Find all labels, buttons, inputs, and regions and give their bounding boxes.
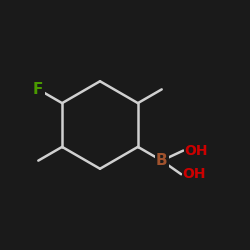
Text: OH: OH xyxy=(184,144,208,158)
Text: OH: OH xyxy=(182,167,206,181)
Text: B: B xyxy=(156,153,168,168)
Text: F: F xyxy=(33,82,43,97)
